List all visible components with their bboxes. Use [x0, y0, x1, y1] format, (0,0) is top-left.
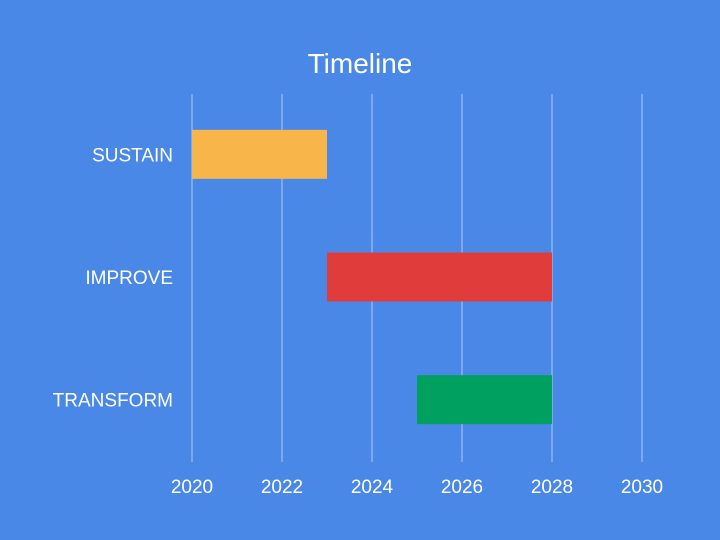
x-tick-labels: 2020 2022 2024 2026 2028 2030: [171, 477, 663, 498]
bar-transform: [417, 375, 552, 425]
x-tick-label-2030: 2030: [621, 477, 663, 498]
category-label-sustain: SUSTAIN: [92, 145, 173, 166]
x-tick-label-2020: 2020: [171, 477, 213, 498]
x-tick-label-2028: 2028: [531, 477, 573, 498]
x-tick-label-2024: 2024: [351, 477, 394, 498]
x-tick-label-2026: 2026: [441, 477, 483, 498]
x-tick-label-2022: 2022: [261, 477, 303, 498]
chart-title: Timeline: [308, 48, 413, 79]
category-labels: SUSTAIN IMPROVE TRANSFORM: [53, 145, 173, 411]
bar-sustain: [192, 129, 327, 179]
category-label-transform: TRANSFORM: [53, 391, 173, 412]
bar-improve: [327, 252, 552, 302]
category-label-improve: IMPROVE: [85, 268, 173, 289]
bars: [192, 129, 552, 425]
